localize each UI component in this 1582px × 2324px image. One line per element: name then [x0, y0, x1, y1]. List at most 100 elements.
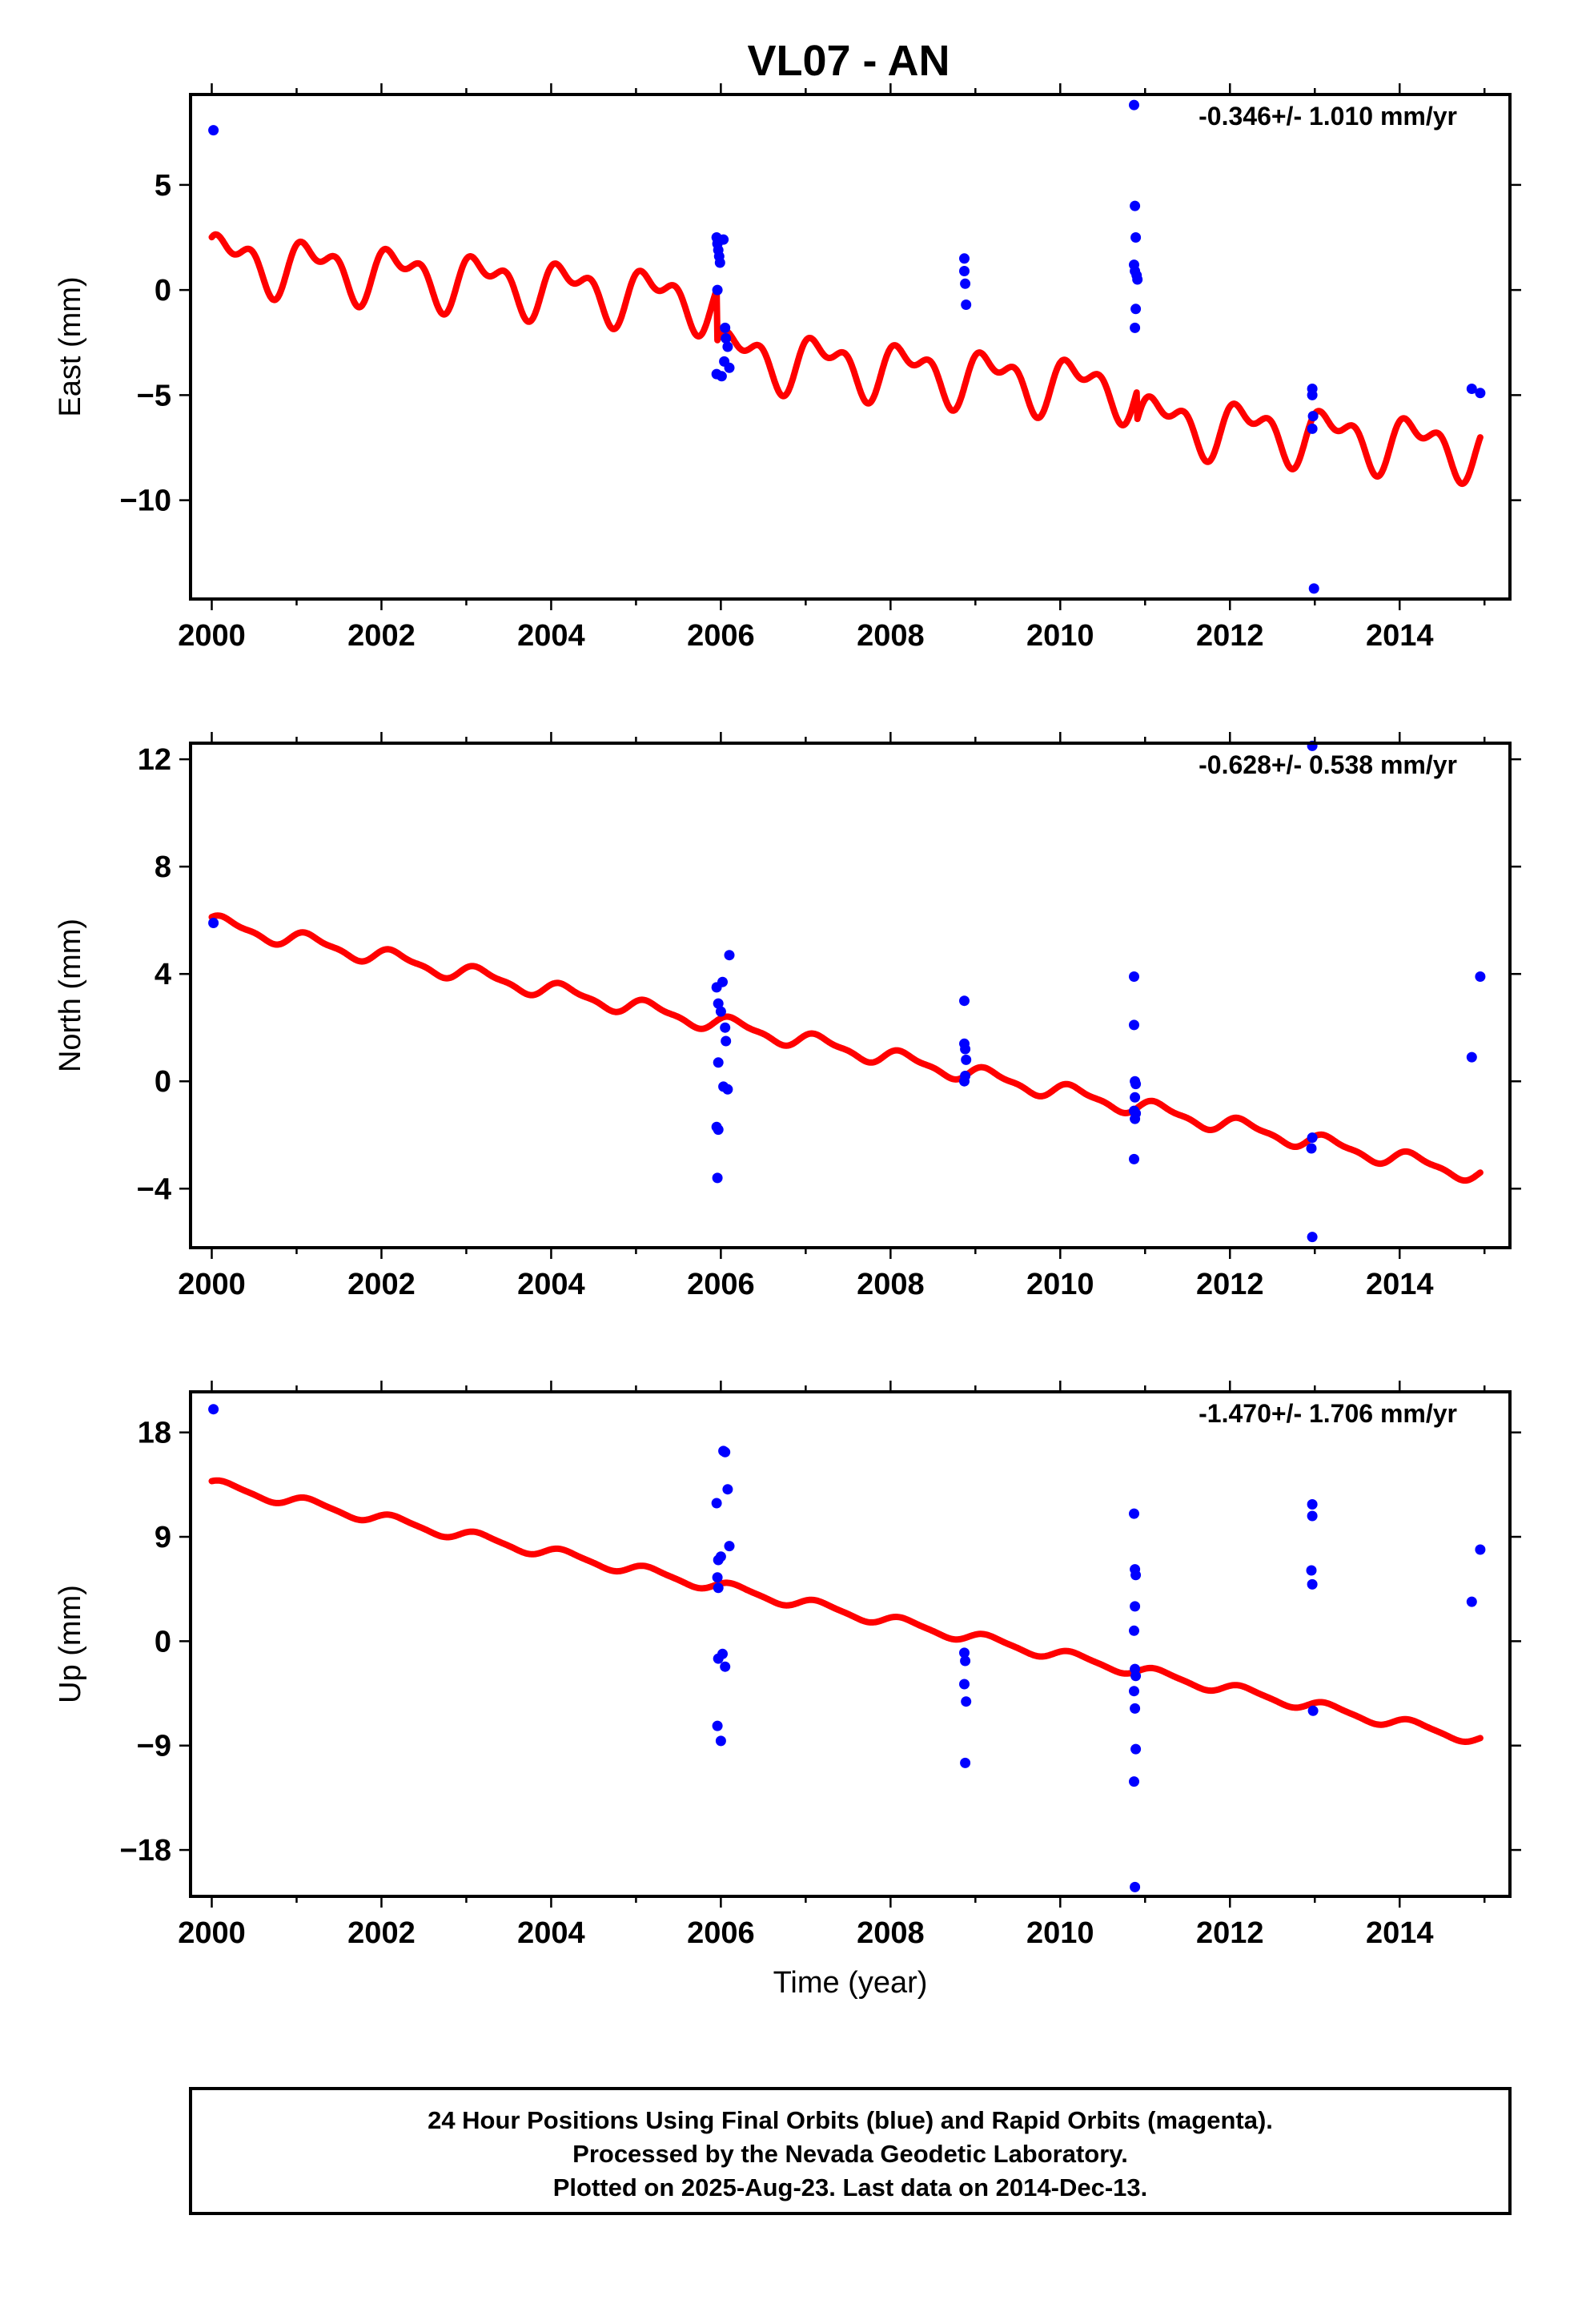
east-x-tick-label: 2006 [687, 619, 755, 653]
up-data-point [712, 1720, 723, 1731]
east-y-axis-label: East (mm) [54, 276, 87, 416]
up-data-point [1130, 1881, 1141, 1892]
east-y-tick-label: −5 [137, 379, 171, 412]
north-data-point [208, 918, 219, 928]
east-data-point [960, 278, 971, 289]
east-data-point [1132, 274, 1143, 285]
north-data-point [717, 976, 728, 987]
up-x-tick-label: 2014 [1366, 1916, 1434, 1950]
up-data-point [1129, 1776, 1139, 1787]
up-data-point [1130, 1703, 1141, 1714]
east-data-point [959, 253, 970, 264]
up-data-point [724, 1541, 735, 1552]
north-y-tick-label: 8 [155, 850, 171, 884]
north-model-curve [208, 912, 1484, 1184]
up-data-point [1307, 1578, 1318, 1590]
north-data-point [1129, 971, 1139, 982]
up-x-tick-label: 2008 [857, 1916, 925, 1950]
east-data-point [1307, 389, 1318, 400]
up-data-point [713, 1582, 724, 1594]
up-y-tick-label: 9 [155, 1521, 171, 1554]
north-data-point [1130, 1092, 1141, 1103]
north-y-tick-label: 0 [155, 1065, 171, 1099]
north-data-point [1130, 1079, 1142, 1090]
north-data-point [1307, 1232, 1318, 1243]
north-panel: 2000 2002 2004 2006 2008 2010 2012 2014 12 8 4 0 −4 N… [54, 732, 1521, 1301]
up-data-point [1307, 1510, 1318, 1522]
north-data-point [961, 1054, 972, 1065]
up-x-tick-label: 2000 [178, 1916, 246, 1950]
east-y-tick-label: 0 [155, 274, 171, 308]
x-axis-label: Time (year) [773, 1966, 928, 2000]
east-y-tick-label: −10 [120, 485, 171, 518]
north-data-point [1306, 1143, 1317, 1154]
east-data-point [1307, 411, 1319, 422]
up-data-point [960, 1655, 971, 1667]
north-data-point [722, 1084, 733, 1095]
up-x-tick-label: 2002 [347, 1916, 416, 1950]
north-x-tick-label: 2006 [687, 1268, 755, 1301]
east-data-point [961, 300, 972, 310]
up-data-point [1306, 1565, 1317, 1576]
north-x-tick-label: 2004 [517, 1268, 585, 1301]
east-data-point [1130, 322, 1141, 333]
east-data-point [714, 257, 725, 268]
up-data-point [1130, 1671, 1142, 1682]
east-data-point [1129, 99, 1139, 111]
east-data-point [1130, 304, 1142, 315]
up-data-point [715, 1551, 726, 1562]
east-data-point [1130, 200, 1141, 211]
north-data-point [1475, 971, 1486, 982]
up-data-point [720, 1446, 731, 1458]
up-model-curve [208, 1477, 1484, 1745]
north-data-point [1129, 1153, 1139, 1164]
up-x-tick-label: 2010 [1026, 1916, 1094, 1950]
east-panel: 2000 2002 2004 2006 2008 2010 2012 2014 5 0 −5 −10 E… [54, 83, 1521, 653]
up-x-tick-label: 2004 [517, 1916, 585, 1950]
north-data-point [1129, 1019, 1139, 1031]
up-data-point [1130, 1743, 1142, 1755]
north-data-point [720, 1022, 731, 1033]
footer-box: 24 Hour Positions Using Final Orbits (bl… [189, 2087, 1512, 2215]
north-data-point [712, 1172, 723, 1184]
east-data-point [718, 234, 729, 245]
east-y-tick-label: 5 [155, 169, 171, 203]
east-data-point [1130, 232, 1142, 243]
north-y-tick-label: 4 [155, 958, 171, 991]
east-data-point [720, 322, 731, 333]
north-data-point [715, 1006, 726, 1017]
east-x-tick-label: 2002 [347, 619, 416, 653]
up-data-point [208, 1404, 219, 1415]
up-data-point [959, 1647, 970, 1659]
up-data-point [960, 1757, 971, 1768]
east-x-tick-label: 2004 [517, 619, 585, 653]
east-x-tick-label: 2000 [178, 619, 246, 653]
north-data-point [721, 1035, 732, 1047]
footer-line-2: Processed by the Nevada Geodetic Laborat… [572, 2140, 1128, 2168]
up-data-point [1129, 1625, 1139, 1636]
east-data-point [1475, 388, 1486, 399]
up-panel: 2000 2002 2004 2006 2008 2010 2012 2014 18 9 0 −9 −1… [54, 1381, 1521, 2000]
north-x-tick-label: 2010 [1026, 1268, 1094, 1301]
up-plot-frame [189, 1390, 1512, 1898]
up-data-point [715, 1735, 726, 1747]
up-data-point [1129, 1508, 1139, 1519]
east-data-point [1466, 384, 1477, 394]
up-x-tick-label: 2006 [687, 1916, 755, 1950]
north-x-tick-label: 2012 [1196, 1268, 1264, 1301]
up-y-axis-label: Up (mm) [54, 1585, 87, 1703]
east-x-tick-label: 2012 [1196, 619, 1264, 653]
north-plot-frame [189, 742, 1512, 1249]
north-x-tick-label: 2002 [347, 1268, 416, 1301]
north-data-point [1466, 1051, 1477, 1063]
east-data-point [1307, 423, 1318, 434]
up-data-point [1466, 1596, 1477, 1607]
footer-line-3: Plotted on 2025-Aug-23. Last data on 201… [553, 2173, 1148, 2201]
east-x-tick-label: 2014 [1366, 619, 1434, 653]
up-data-point [1130, 1570, 1142, 1581]
north-data-point [713, 1124, 724, 1136]
north-x-tick-label: 2000 [178, 1268, 246, 1301]
north-data-point [713, 998, 724, 1009]
footer-frame [189, 2087, 1512, 2215]
